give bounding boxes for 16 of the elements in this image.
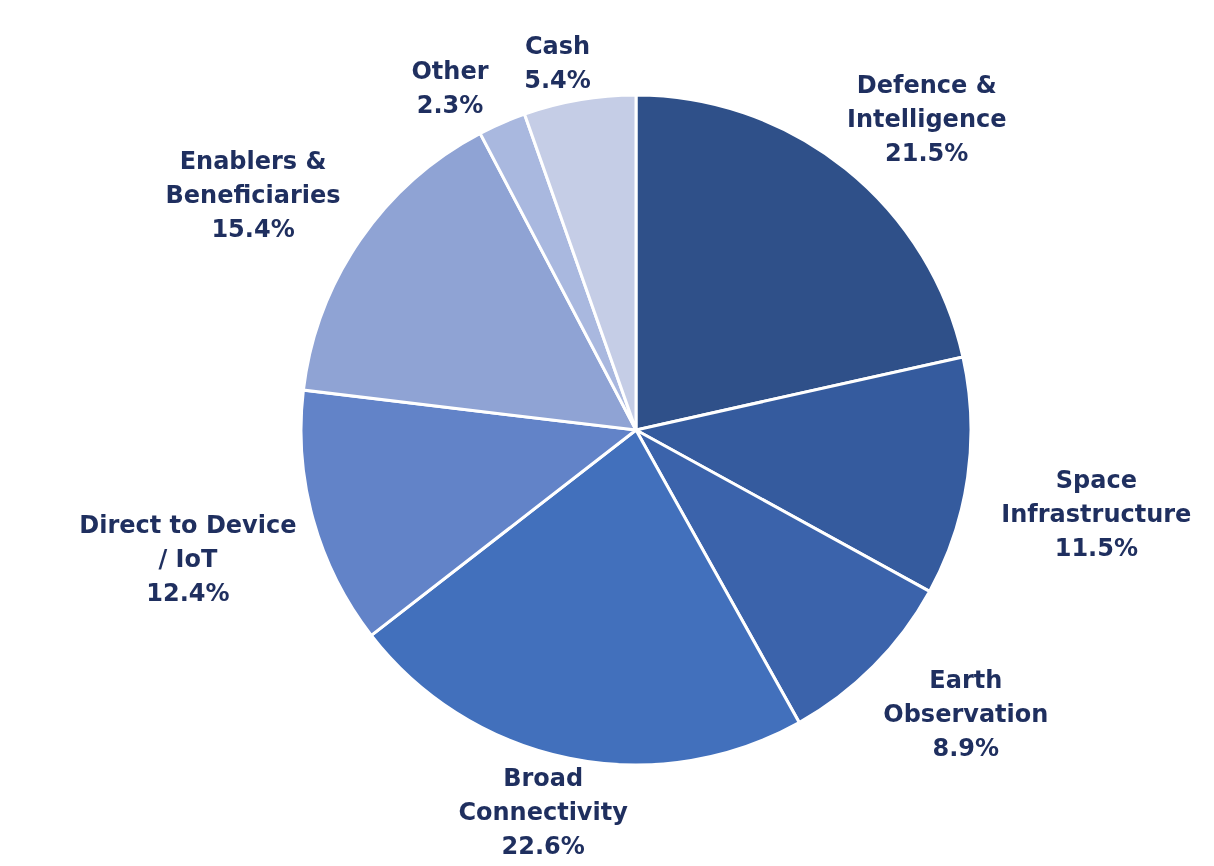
slice-label: Other [411,56,489,85]
slice-label: Cash [524,32,591,61]
slice-label: Enablers & Beneficiaries [165,146,341,209]
slice-label: Defence & Intelligence [846,70,1007,133]
data-label: 5.4% [524,66,591,95]
slice-label: Direct to Device / IoT [79,510,297,573]
data-label: 12.4% [146,578,230,607]
slice-label: Broad Connectivity [458,763,629,826]
data-label: 11.5% [1054,534,1138,563]
slice-label: Earth Observation [883,666,1049,729]
data-label: 2.3% [416,90,484,119]
data-label: 8.9% [932,734,1000,763]
data-label: 21.5% [885,138,969,167]
data-label: 22.6% [501,831,585,860]
data-label: 15.4% [211,214,295,243]
slice-label: Space Infrastructure [1001,466,1192,529]
